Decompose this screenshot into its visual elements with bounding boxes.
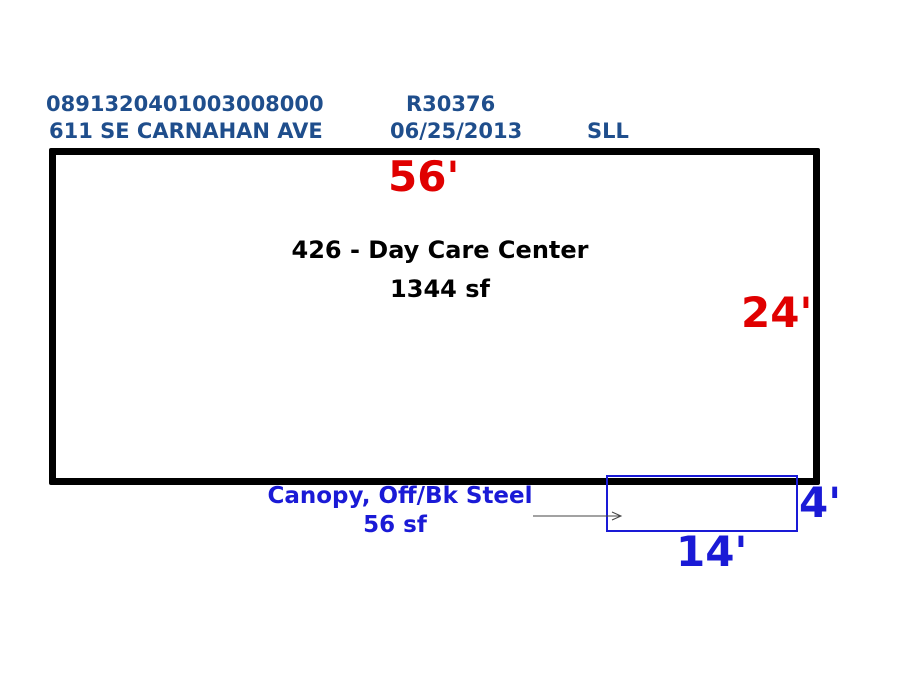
- main-depth-dimension: 24': [741, 288, 813, 337]
- main-width-dimension: 56': [388, 152, 460, 201]
- record-number: R30376: [406, 92, 496, 116]
- canopy-width-dimension: 14': [676, 527, 748, 576]
- parcel-id: 0891320401003008000: [46, 92, 324, 116]
- main-use-label: 426 - Day Care Center: [291, 236, 589, 264]
- main-area-label: 1344 sf: [390, 275, 490, 303]
- main-building-outline: [49, 148, 820, 485]
- canopy-area: 56 sf: [363, 512, 427, 538]
- property-address: 611 SE CARNAHAN AVE: [49, 119, 323, 143]
- sketch-date: 06/25/2013: [390, 119, 523, 143]
- appraiser-initials: SLL: [587, 119, 629, 143]
- canopy-outline: [606, 475, 798, 532]
- canopy-depth-dimension: 4': [799, 478, 842, 527]
- canopy-description: Canopy, Off/Bk Steel: [267, 483, 533, 509]
